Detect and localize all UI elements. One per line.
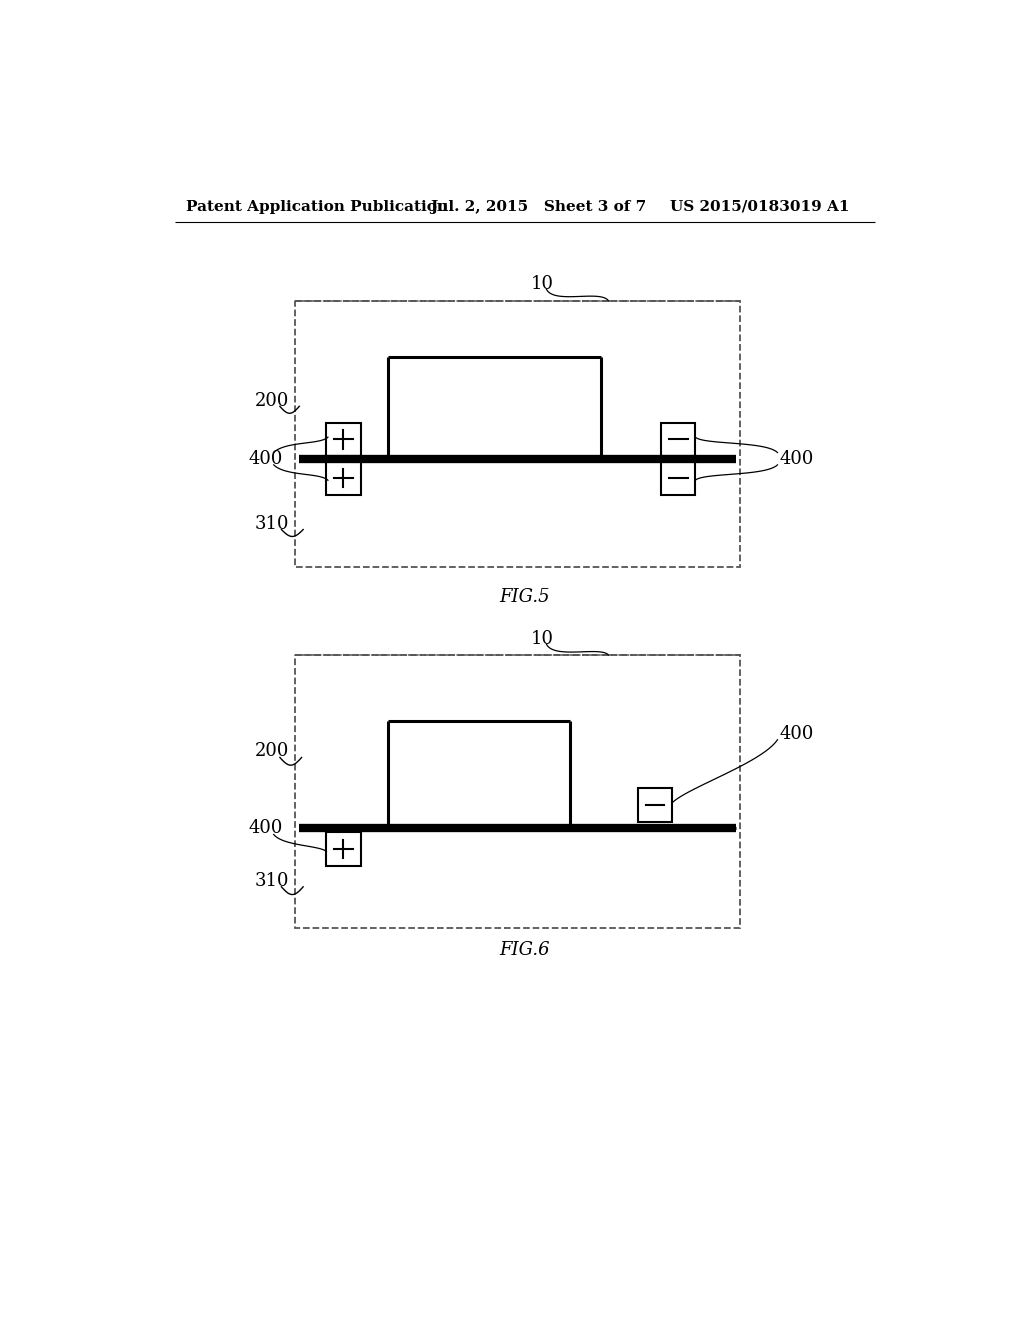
Bar	[327, 422, 360, 457]
Text: FIG.5: FIG.5	[500, 589, 550, 606]
Bar	[327, 832, 360, 866]
Text: 400: 400	[248, 820, 283, 837]
Text: Patent Application Publication: Patent Application Publication	[186, 199, 449, 214]
Text: 310: 310	[254, 515, 289, 533]
Text: 200: 200	[254, 742, 289, 760]
Text: FIG.6: FIG.6	[500, 941, 550, 958]
Bar	[295, 655, 740, 928]
Bar	[662, 422, 695, 457]
Text: 400: 400	[779, 726, 813, 743]
Text: 310: 310	[254, 871, 289, 890]
Text: 400: 400	[248, 450, 283, 467]
Text: US 2015/0183019 A1: US 2015/0183019 A1	[671, 199, 850, 214]
Text: 400: 400	[779, 450, 813, 467]
Bar	[662, 461, 695, 495]
Text: 200: 200	[254, 392, 289, 411]
Bar	[638, 788, 672, 822]
Text: Jul. 2, 2015   Sheet 3 of 7: Jul. 2, 2015 Sheet 3 of 7	[430, 199, 646, 214]
Text: 10: 10	[531, 630, 554, 648]
Bar	[327, 461, 360, 495]
Bar	[295, 301, 740, 566]
Text: 10: 10	[531, 275, 554, 293]
